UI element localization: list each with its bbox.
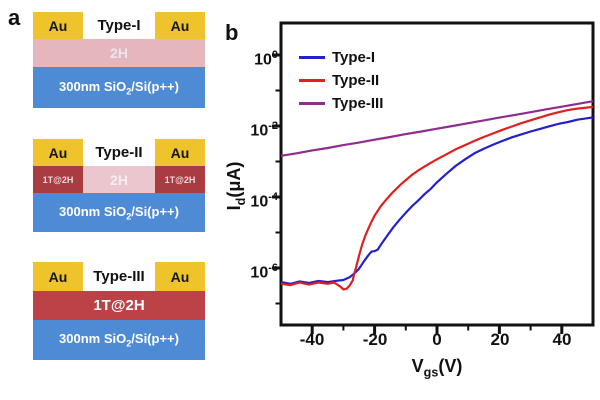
device1-electrode-left: Au [33, 12, 83, 39]
legend-line-type2 [299, 79, 325, 82]
legend-item-type2: Type-II [299, 69, 383, 92]
xtick-40: 40 [552, 330, 572, 349]
legend-line-type3 [299, 102, 325, 105]
device2-substrate-layer: 300nm SiO2/Si(p++) [33, 193, 205, 232]
device1-channel-layer: 2H [33, 39, 205, 67]
ytick-1e-2: 10-2 [250, 120, 278, 140]
ytick-1e0: 100 [254, 49, 278, 69]
ytick-1e-4: 10-4 [250, 191, 278, 211]
device-type1-schematic: Au Type-I Au 2H 300nm SiO2/Si(p++) [33, 12, 205, 108]
device3-substrate-layer: 300nm SiO2/Si(p++) [33, 320, 205, 360]
curve-type-iii [280, 100, 594, 157]
device1-type-label: Type-I [83, 12, 155, 39]
ytick-1e-6: 10-6 [250, 262, 278, 282]
panel-b-label: b [225, 20, 239, 45]
xtick-m20: -20 [362, 330, 388, 349]
y-axis-title: Id(μA) [224, 161, 248, 211]
device-type2-schematic: Au Type-II Au 1T@2H 2H 1T@2H 300nm SiO2/… [33, 139, 205, 232]
panel-a-label: a [8, 5, 21, 30]
device1-substrate-layer: 300nm SiO2/Si(p++) [33, 67, 205, 108]
device2-type-label: Type-II [83, 139, 155, 166]
device2-contact-right: 1T@2H [155, 166, 205, 193]
legend-item-type3: Type-III [299, 92, 383, 115]
legend-item-type1: Type-I [299, 46, 383, 69]
chart-legend: Type-I Type-II Type-III [299, 46, 383, 115]
xtick-20: 20 [490, 330, 510, 349]
curve-type-i [280, 116, 594, 285]
device3-electrode-left: Au [33, 262, 83, 291]
legend-label-type2: Type-II [332, 72, 380, 89]
device2-contact-left: 1T@2H [33, 166, 83, 193]
legend-line-type1 [299, 56, 325, 59]
device3-type-label: Type-III [83, 262, 155, 291]
device2-electrode-right: Au [155, 139, 205, 166]
device2-electrode-left: Au [33, 139, 83, 166]
legend-label-type1: Type-I [332, 49, 376, 66]
axis-ticks [272, 53, 564, 334]
transfer-curve-chart [272, 21, 595, 334]
device2-channel-layer: 2H [83, 166, 155, 193]
device3-electrode-right: Au [155, 262, 205, 291]
device1-electrode-right: Au [155, 12, 205, 39]
xtick-m40: -40 [299, 330, 325, 349]
legend-label-type3: Type-III [332, 95, 384, 112]
device3-channel-layer: 1T@2H [33, 291, 205, 320]
data-curves [280, 100, 594, 291]
device-type3-schematic: Au Type-III Au 1T@2H 300nm SiO2/Si(p++) [33, 262, 205, 360]
xtick-0: 0 [432, 330, 442, 349]
x-axis-title: Vgs(V) [411, 356, 463, 380]
curve-type-ii [280, 105, 594, 291]
